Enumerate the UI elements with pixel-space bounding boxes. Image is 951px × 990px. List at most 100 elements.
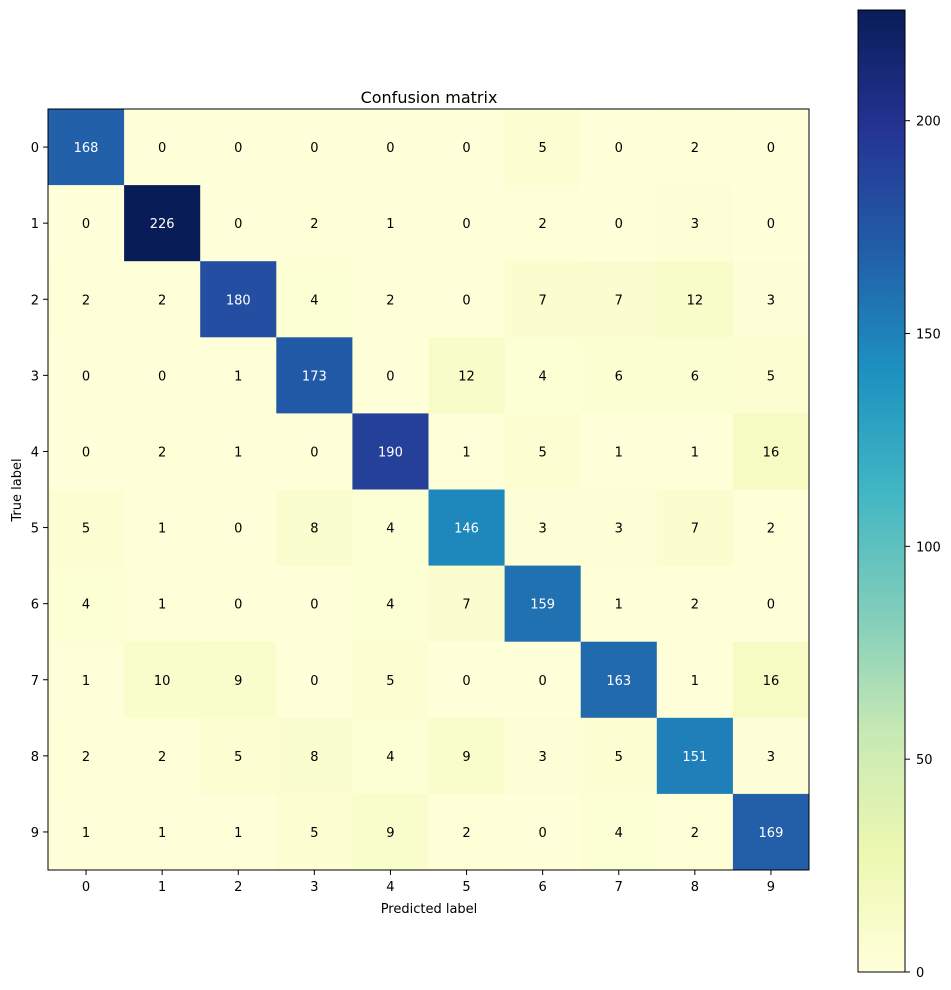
cell-value-label: 0 [234, 141, 242, 156]
cell-value-label: 6 [615, 369, 623, 384]
colorbar-tick-label: 200 [916, 115, 941, 130]
heatmap-cell [276, 641, 353, 719]
heatmap-cell [200, 413, 277, 490]
x-tick-label: 2 [234, 880, 242, 895]
cell-value-label: 226 [150, 217, 175, 232]
heatmap-cell [656, 565, 734, 643]
cell-value-label: 3 [767, 293, 775, 308]
cell-value-label: 2 [158, 293, 166, 308]
cell-value-label: 12 [458, 369, 475, 384]
heatmap-cell [124, 413, 201, 490]
heatmap-cell [124, 489, 201, 567]
heatmap-cell [124, 793, 201, 871]
heatmap-cell [732, 717, 810, 795]
heatmap-cell [656, 337, 734, 414]
heatmap-cell [732, 489, 810, 567]
cell-value-label: 0 [82, 369, 90, 384]
cell-value-label: 1 [82, 826, 90, 841]
heatmap-cell [48, 185, 125, 262]
cell-value-label: 5 [767, 369, 775, 384]
cell-value-label: 12 [687, 293, 704, 308]
cell-value-label: 0 [310, 445, 318, 460]
x-tick-label: 4 [386, 880, 394, 895]
heatmap-cell [352, 413, 429, 490]
x-tick-label: 9 [767, 880, 775, 895]
heatmap-cell [428, 261, 506, 338]
cell-value-label: 4 [310, 293, 318, 308]
heatmap-cell [276, 185, 353, 262]
cell-value-label: 0 [615, 217, 623, 232]
cell-value-label: 1 [234, 826, 242, 841]
heatmap-cell [124, 565, 201, 643]
x-tick-label: 5 [462, 880, 470, 895]
heatmap-cell [124, 337, 201, 414]
heatmap-cell [48, 337, 125, 414]
cell-value-label: 5 [310, 826, 318, 841]
cell-value-label: 1 [462, 445, 470, 460]
cell-value-label: 0 [539, 674, 547, 689]
x-axis: 0 1 2 3 4 5 6 7 8 9 [82, 870, 775, 895]
heatmap-cell [428, 793, 506, 871]
cell-value-label: 1 [386, 217, 394, 232]
cell-value-label: 2 [386, 293, 394, 308]
heatmap-cell [504, 717, 582, 795]
cell-value-label: 0 [767, 598, 775, 613]
heatmap-cell [580, 185, 658, 262]
chart-title: Confusion matrix [361, 88, 498, 107]
heatmap-cell [504, 109, 582, 186]
heatmap-cell [48, 261, 125, 338]
heatmap-cell [124, 641, 201, 719]
heatmap-cell [428, 185, 506, 262]
heatmap-cell [352, 717, 429, 795]
cell-value-label: 5 [539, 141, 547, 156]
cell-value-label: 1 [234, 369, 242, 384]
cell-value-label: 163 [606, 674, 631, 689]
cell-value-label: 4 [82, 598, 90, 613]
heatmap-cell [352, 793, 429, 871]
cell-value-label: 16 [763, 674, 780, 689]
heatmap-cell [48, 717, 125, 795]
heatmap-cell [580, 489, 658, 567]
heatmap-cell [352, 109, 429, 186]
heatmap-cell [656, 109, 734, 186]
heatmap-cell [504, 185, 582, 262]
heatmap-cell [48, 489, 125, 567]
cell-value-label: 2 [82, 750, 90, 765]
cell-value-label: 2 [539, 217, 547, 232]
x-tick-label: 3 [310, 880, 318, 895]
heatmap-cell [200, 641, 277, 719]
cell-value-label: 1 [82, 674, 90, 689]
cell-value-label: 173 [302, 369, 327, 384]
heatmap-cell [504, 641, 582, 719]
y-tick-label: 9 [31, 826, 39, 841]
cell-value-label: 1 [234, 445, 242, 460]
cell-value-label: 2 [691, 826, 699, 841]
cell-value-label: 7 [691, 522, 699, 537]
colorbar: 0 50 100 150 200 [857, 9, 941, 981]
cell-value-label: 7 [539, 293, 547, 308]
cell-value-label: 2 [310, 217, 318, 232]
cell-value-label: 7 [462, 598, 470, 613]
heatmap-cell [428, 641, 506, 719]
x-axis-label: Predicted label [381, 902, 478, 917]
cell-value-label: 3 [539, 522, 547, 537]
cell-value-label: 0 [234, 522, 242, 537]
cell-value-label: 0 [310, 598, 318, 613]
cell-value-label: 5 [615, 750, 623, 765]
cell-value-label: 0 [767, 141, 775, 156]
cell-value-label: 0 [462, 293, 470, 308]
heatmap-cell [48, 109, 125, 186]
heatmap-cell [732, 641, 810, 719]
y-tick-label: 6 [31, 598, 39, 613]
cell-value-label: 0 [386, 369, 394, 384]
heatmap-cell [200, 793, 277, 871]
heatmap-cell [656, 717, 734, 795]
cell-value-label: 0 [386, 141, 394, 156]
heatmap-cell [732, 109, 810, 186]
cell-value-label: 5 [386, 674, 394, 689]
heatmap-cell [732, 261, 810, 338]
cell-value-label: 8 [310, 750, 318, 765]
cell-value-label: 3 [615, 522, 623, 537]
y-tick-label: 3 [31, 369, 39, 384]
x-tick-label: 7 [615, 880, 623, 895]
